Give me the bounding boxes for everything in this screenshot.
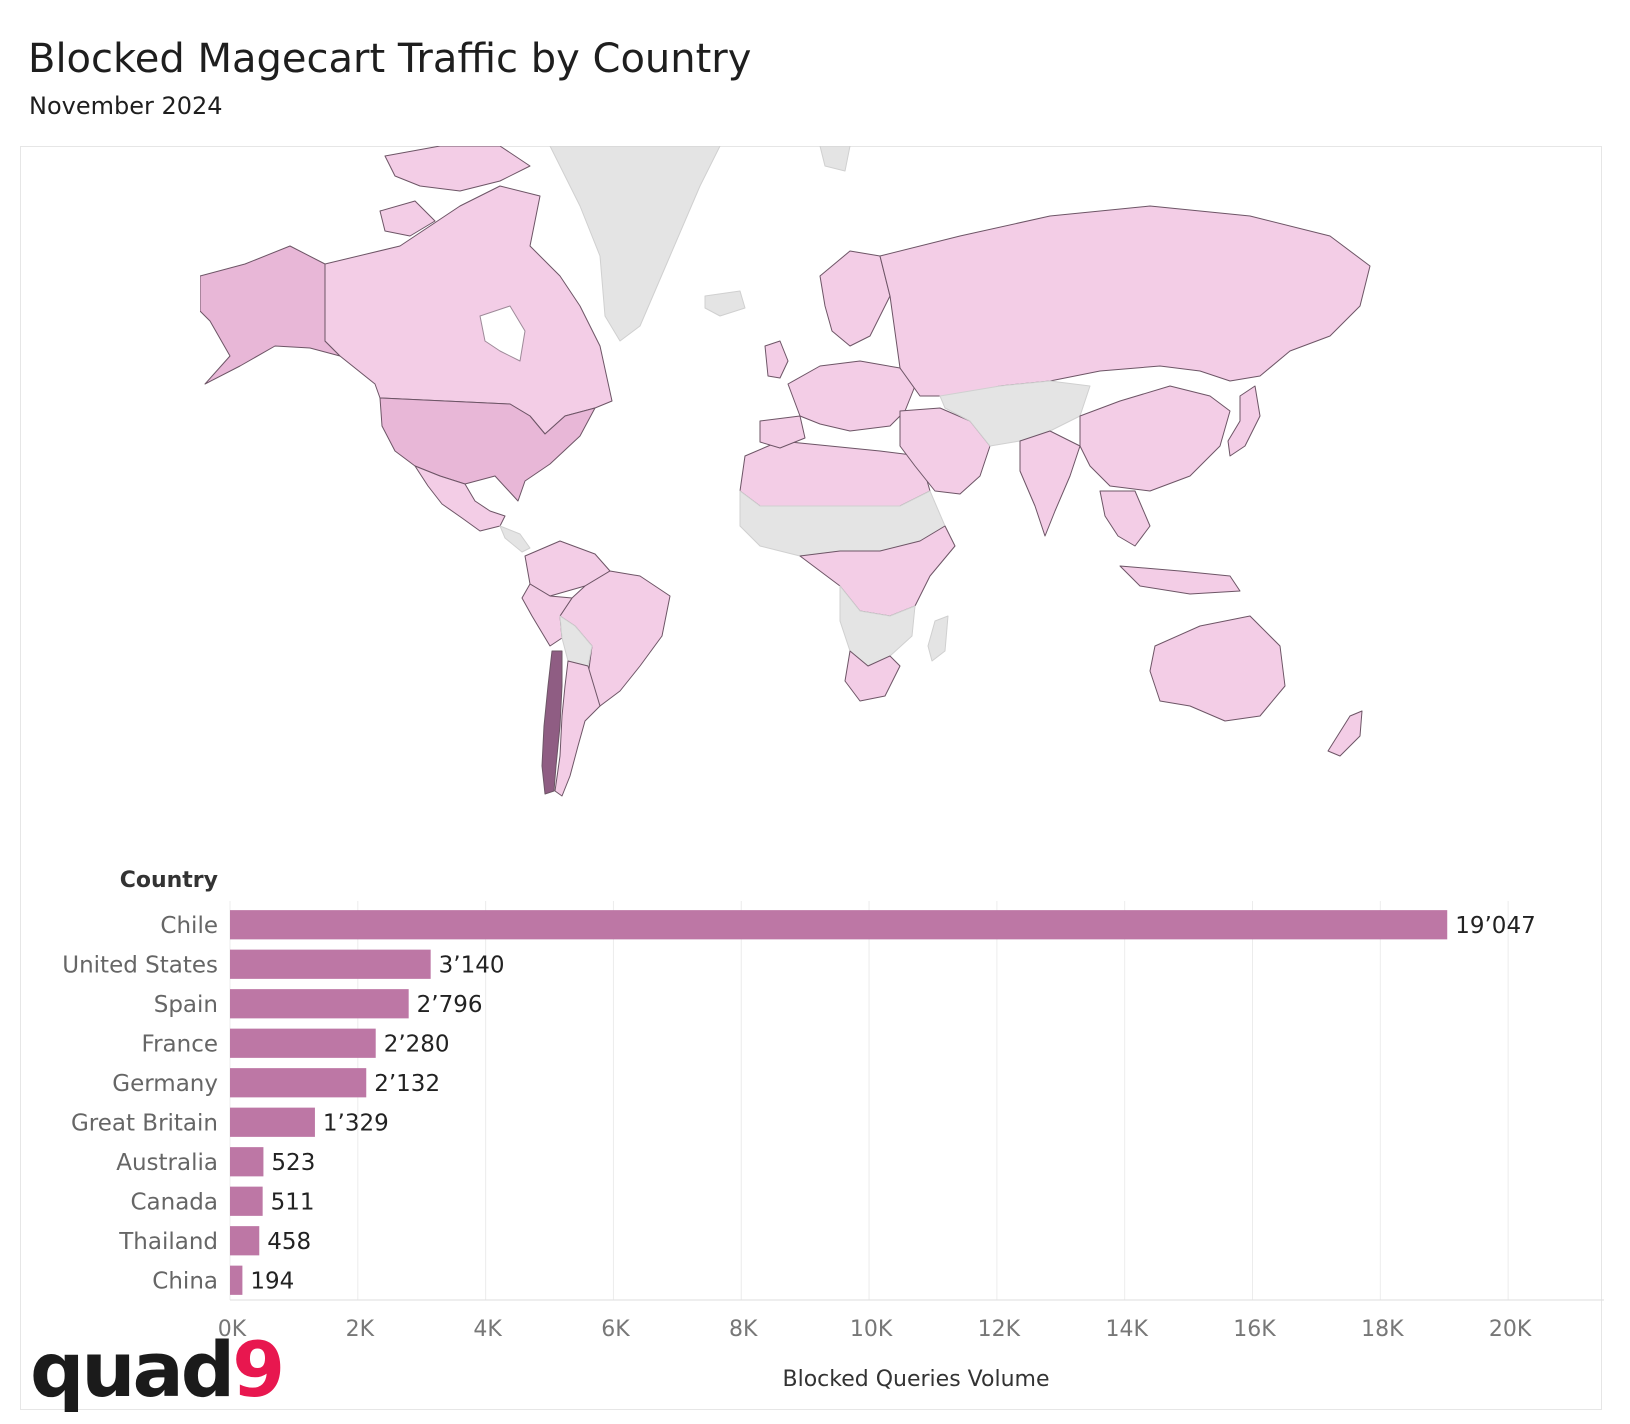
map-region-canada[interactable] <box>324 185 613 435</box>
bar-united-states[interactable] <box>230 949 431 979</box>
x-tick-label: 6K <box>601 1317 630 1342</box>
quad9-logo: quad9 <box>30 1332 285 1408</box>
logo-accent: 9 <box>232 1325 285 1414</box>
category-header: Country <box>120 868 218 893</box>
x-tick-label: 0K <box>218 1317 247 1342</box>
category-label: Australia <box>116 1150 218 1176</box>
value-label: 511 <box>271 1189 315 1215</box>
bar-chile[interactable] <box>230 910 1448 940</box>
bar-china[interactable] <box>230 1265 243 1295</box>
category-label: Spain <box>154 992 218 1018</box>
bar-australia[interactable] <box>230 1147 264 1177</box>
map-region-united-states[interactable] <box>379 397 596 502</box>
x-tick-label: 14K <box>1105 1317 1148 1342</box>
x-axis-label: Blocked Queries Volume <box>783 1367 1050 1392</box>
map-region-southern-africa[interactable] <box>839 585 916 667</box>
x-tick-label: 10K <box>850 1317 893 1342</box>
category-label: Thailand <box>118 1229 218 1255</box>
map-region-scandinavia[interactable] <box>819 250 891 347</box>
value-label: 458 <box>267 1229 311 1255</box>
map-region-china[interactable] <box>1079 385 1231 492</box>
map-region-canada-arctic[interactable] <box>384 146 531 192</box>
value-label: 3’140 <box>439 952 505 978</box>
bar-canada[interactable] <box>230 1186 263 1216</box>
category-label: Germany <box>112 1071 218 1097</box>
x-tick-label: 8K <box>729 1317 758 1342</box>
category-label: Chile <box>160 913 218 939</box>
bar-thailand[interactable] <box>230 1226 260 1256</box>
map-region-argentina[interactable] <box>554 660 601 797</box>
bars <box>230 910 1448 1295</box>
map-region-spain[interactable] <box>759 415 806 449</box>
bar-germany[interactable] <box>230 1068 367 1098</box>
map-region-japan[interactable] <box>1227 385 1261 457</box>
x-tick-label: 2K <box>346 1317 375 1342</box>
category-labels: Chile United States Spain France Germany Grea… <box>62 913 218 1295</box>
value-label: 523 <box>271 1150 315 1176</box>
map-region-mexico[interactable] <box>414 465 506 532</box>
map-region-indonesia[interactable] <box>1119 565 1241 595</box>
map-region-alaska[interactable] <box>200 245 341 385</box>
map-region-australia[interactable] <box>1149 615 1286 722</box>
x-tick-label: 16K <box>1233 1317 1276 1342</box>
map-region-madagascar[interactable] <box>927 615 949 662</box>
map-region-canada-arctic-2[interactable] <box>379 200 436 237</box>
map-region-chile[interactable] <box>541 650 563 795</box>
category-label: France <box>142 1031 218 1057</box>
value-label: 2’280 <box>384 1031 450 1057</box>
category-label: Great Britain <box>71 1110 218 1136</box>
bar-great-britain[interactable] <box>230 1107 315 1137</box>
value-label: 19’047 <box>1455 913 1535 939</box>
category-label: United States <box>62 952 218 978</box>
map-region-new-zealand[interactable] <box>1327 710 1363 757</box>
x-tick-label: 20K <box>1489 1317 1532 1342</box>
value-label: 1’329 <box>323 1110 389 1136</box>
map-region-uk[interactable] <box>764 340 789 379</box>
dashboard-frame <box>20 146 1602 1410</box>
bar-france[interactable] <box>230 1028 376 1058</box>
x-tick-label: 12K <box>978 1317 1021 1342</box>
world-map[interactable] <box>200 146 1430 836</box>
x-tick-label: 18K <box>1361 1317 1404 1342</box>
logo-text: quad <box>30 1325 235 1414</box>
map-region-hudson-bay[interactable] <box>479 305 526 362</box>
bar-spain[interactable] <box>230 989 409 1019</box>
map-region-india[interactable] <box>1019 430 1081 537</box>
chart-subtitle: November 2024 <box>29 92 223 120</box>
map-region-middle-east[interactable] <box>899 407 991 495</box>
category-label: China <box>152 1268 218 1294</box>
map-region-south-africa[interactable] <box>844 650 901 702</box>
x-tick-label: 4K <box>473 1317 502 1342</box>
x-tick-labels: 0K 2K 4K 6K 8K 10K 12K 14K 16K 18K 20K <box>218 1317 1532 1342</box>
value-label: 194 <box>250 1268 294 1294</box>
chart-title: Blocked Magecart Traffic by Country <box>28 36 752 82</box>
map-region-iceland[interactable] <box>704 290 746 317</box>
map-region-central-america[interactable] <box>499 525 531 553</box>
value-label: 2’796 <box>417 992 483 1018</box>
value-labels: 19’047 3’140 2’796 2’280 2’132 1’329 523 511 458… <box>250 913 1535 1295</box>
map-region-greenland[interactable] <box>549 146 721 342</box>
map-region-southeast-asia[interactable] <box>1099 490 1151 547</box>
map-region-svalbard[interactable] <box>819 146 851 172</box>
value-label: 2’132 <box>374 1071 440 1097</box>
category-label: Canada <box>130 1189 218 1215</box>
